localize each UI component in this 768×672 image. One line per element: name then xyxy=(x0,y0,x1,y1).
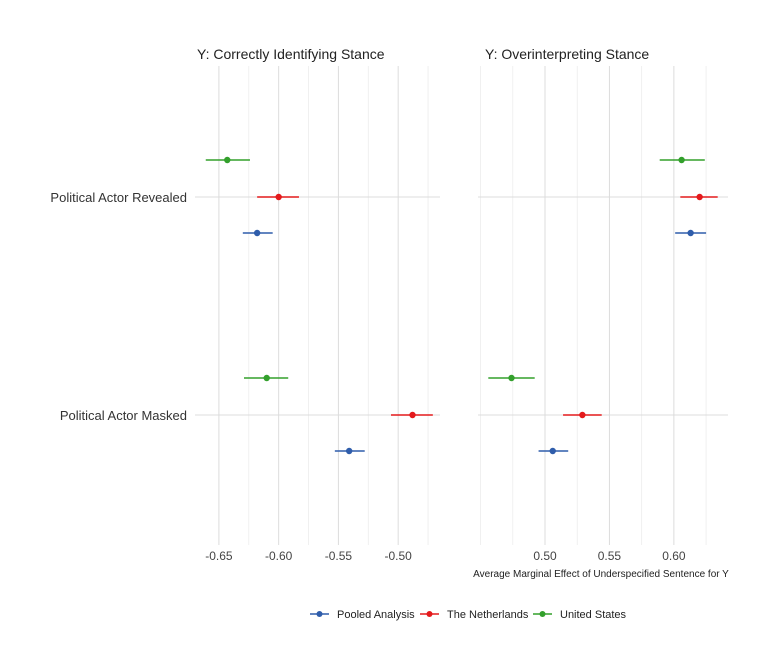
category-label: Political Actor Revealed xyxy=(50,190,187,205)
point-pooled-analysis xyxy=(549,447,556,455)
legend: Pooled Analysis The Netherlands United Sta… xyxy=(310,609,627,621)
category-label: Political Actor Masked xyxy=(60,408,187,423)
x-axis-title: Average Marginal Effect of Underspecifie… xyxy=(473,569,729,580)
legend-label: The Netherlands xyxy=(447,609,529,621)
point-the-netherlands xyxy=(409,411,416,419)
x-tick-label: 0.55 xyxy=(598,549,622,563)
x-tick-label: -0.50 xyxy=(384,549,412,563)
panel-1: Y: Correctly Identifying Stance -0.65 -0.6… xyxy=(195,46,440,563)
point-the-netherlands xyxy=(579,411,586,419)
panel-title: Y: Correctly Identifying Stance xyxy=(197,46,385,62)
point-united-states xyxy=(263,374,270,382)
x-tick-label: -0.60 xyxy=(265,549,293,563)
point-pooled-analysis xyxy=(253,229,261,237)
legend-key-point xyxy=(539,611,546,617)
legend-label: United States xyxy=(560,609,627,621)
legend-key-point xyxy=(426,611,433,617)
panel-2: Y: Overinterpreting Stance 0.50 0.55 0.60 xyxy=(478,46,728,563)
panel-title: Y: Overinterpreting Stance xyxy=(485,46,649,62)
legend-label: Pooled Analysis xyxy=(337,609,415,621)
x-tick-label: -0.55 xyxy=(325,549,353,563)
legend-key-point xyxy=(316,611,323,617)
x-tick-label: 0.50 xyxy=(533,549,557,563)
point-the-netherlands xyxy=(275,193,282,201)
point-united-states xyxy=(508,374,515,382)
point-pooled-analysis xyxy=(345,447,353,455)
point-united-states xyxy=(678,156,685,164)
point-united-states xyxy=(224,156,231,164)
point-pooled-analysis xyxy=(687,229,694,237)
x-tick-label: 0.60 xyxy=(662,549,686,563)
x-tick-label: -0.65 xyxy=(205,549,233,563)
chart-panels: Y: Correctly Identifying Stance -0.65 -0.6… xyxy=(50,46,728,563)
point-the-netherlands xyxy=(696,193,703,201)
